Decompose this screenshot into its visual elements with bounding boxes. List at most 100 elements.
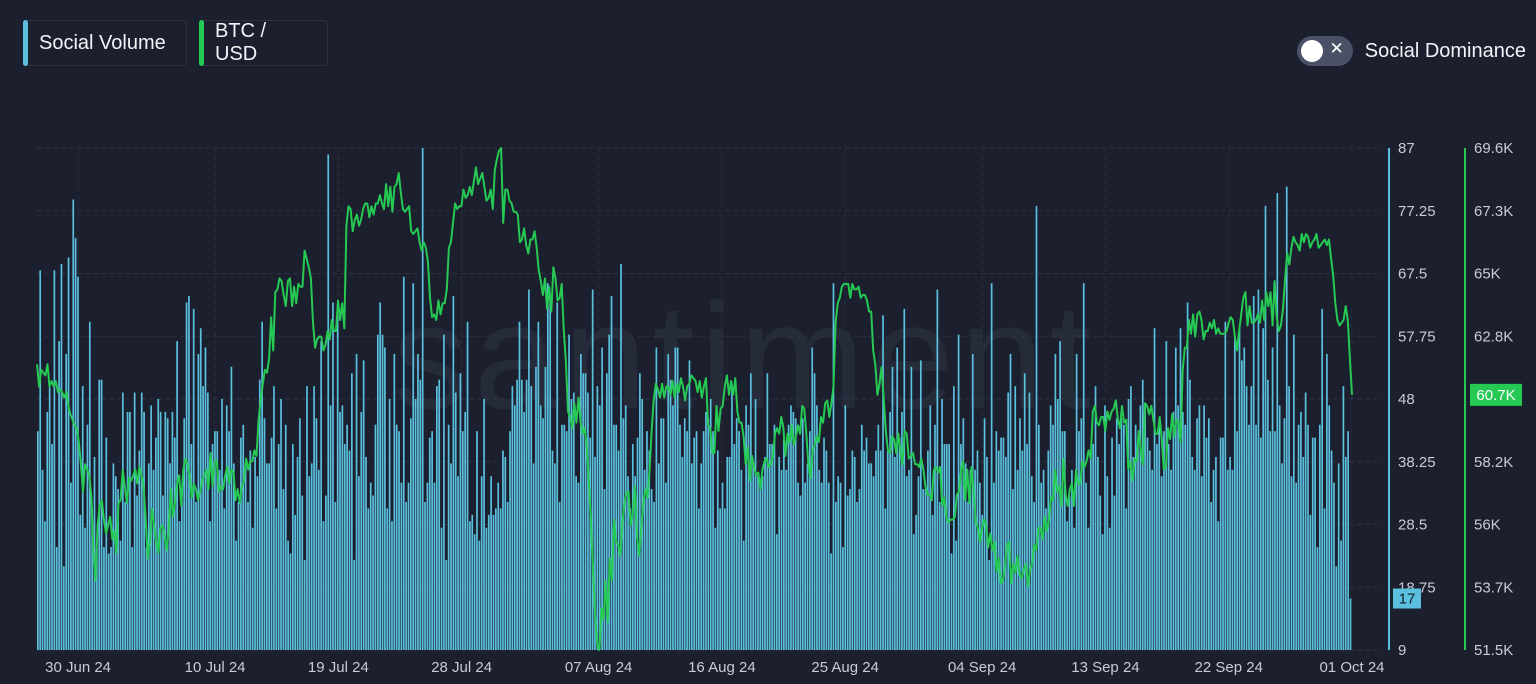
social-volume-bar	[280, 399, 282, 650]
social-volume-bar	[242, 424, 245, 650]
social-volume-bar	[443, 334, 445, 650]
social-dominance-control: ✕ Social Dominance	[1296, 34, 1526, 68]
btc-usd-line	[36, 147, 1353, 651]
social-volume-tick: 28.5	[1398, 517, 1427, 534]
social-volume-bar	[971, 353, 974, 650]
social-volume-bar	[1141, 379, 1144, 650]
social-volume-bar	[414, 399, 417, 650]
social-volume-bar	[483, 399, 485, 650]
social-volume-bar	[1148, 450, 1151, 650]
social-volume-bar	[369, 482, 372, 650]
social-volume-bar	[100, 379, 103, 650]
social-volume-bar	[872, 476, 875, 650]
social-volume-bar	[195, 501, 197, 650]
social-volume-bar	[1250, 386, 1253, 650]
btc-usd-tick: 67.3K	[1474, 203, 1513, 220]
social-volume-bar	[1328, 405, 1331, 650]
social-volume-bar	[742, 540, 745, 650]
social-volume-bar	[53, 270, 56, 650]
social-volume-bar	[447, 424, 450, 650]
social-volume-bar	[84, 527, 86, 650]
social-volume-bar	[105, 437, 108, 650]
social-volume-bar	[164, 411, 167, 650]
social-volume-bar	[1207, 418, 1210, 650]
social-volume-bar	[778, 456, 781, 650]
social-volume-bar	[287, 540, 289, 650]
social-volume-bar	[901, 411, 903, 650]
social-volume-bar	[1174, 347, 1177, 650]
social-volume-bar	[594, 456, 596, 650]
social-volume-bar	[1113, 495, 1116, 650]
social-volume-bar	[457, 476, 459, 650]
social-volume-bar	[495, 508, 497, 650]
social-volume-bar	[542, 418, 544, 650]
social-volume-bar	[124, 501, 127, 650]
social-volume-bar	[81, 386, 84, 650]
social-volume-bar	[221, 399, 223, 650]
social-volume-bar	[440, 527, 443, 650]
social-volume-bar	[539, 405, 542, 650]
social-volume-bar	[339, 411, 341, 650]
social-volume-bar	[922, 489, 925, 650]
social-volume-bar	[37, 431, 39, 650]
social-volume-bar	[528, 289, 530, 650]
social-volume-tick: 57.75	[1398, 328, 1436, 345]
social-volume-bar	[1255, 424, 1257, 650]
social-volume-bar	[603, 489, 606, 650]
social-volume-bar	[523, 411, 526, 650]
social-volume-bar	[938, 501, 941, 650]
social-volume-bar	[870, 463, 873, 650]
social-volume-bar	[679, 424, 681, 650]
social-volume-bar	[657, 463, 660, 650]
social-volume-bar	[813, 373, 816, 650]
social-dominance-toggle[interactable]: ✕	[1296, 36, 1353, 66]
social-volume-bar	[1252, 296, 1255, 650]
social-volume-bar	[506, 501, 509, 650]
legend-color-bar	[23, 20, 28, 66]
social-volume-bar	[1295, 482, 1298, 650]
social-volume-bar	[1009, 353, 1012, 650]
btc-usd-tick: 51.5K	[1474, 642, 1513, 659]
social-volume-bar	[1283, 418, 1286, 650]
btc-usd-tick: 62.8K	[1474, 328, 1513, 345]
social-volume-bar	[308, 476, 311, 650]
social-volume-bar	[801, 418, 804, 650]
social-volume-bar	[818, 469, 821, 650]
legend-item-btc-usd[interactable]: BTC / USD	[199, 20, 328, 66]
social-volume-bar	[780, 469, 783, 650]
social-volume-bar	[1092, 444, 1095, 650]
social-volume-bar	[346, 424, 348, 650]
social-volume-bar	[1118, 444, 1120, 650]
social-volume-bar	[797, 482, 799, 650]
social-volume-bar	[1224, 321, 1227, 650]
social-volume-bar	[584, 373, 587, 650]
social-volume-bar	[863, 450, 865, 650]
social-volume-bar	[700, 463, 703, 650]
social-volume-bar	[1014, 386, 1017, 650]
social-volume-bar	[185, 302, 188, 650]
social-volume-bar	[1340, 540, 1342, 650]
social-volume-bar	[112, 463, 115, 650]
social-volume-bar	[1342, 386, 1345, 650]
social-volume-bar	[943, 444, 946, 650]
social-volume-bar	[1288, 386, 1290, 650]
social-volume-bar	[525, 379, 528, 650]
social-volume-bar	[1035, 205, 1038, 651]
social-volume-bar	[929, 405, 932, 650]
social-volume-bar	[879, 450, 882, 650]
social-volume-bar	[627, 476, 629, 650]
social-volume-bar	[724, 508, 726, 650]
social-volume-bar	[114, 476, 117, 650]
social-volume-bar	[768, 444, 771, 650]
social-volume-bar	[277, 444, 280, 650]
social-volume-bar	[589, 437, 592, 650]
social-volume-bar	[258, 379, 261, 650]
social-volume-bar	[398, 431, 400, 650]
legend-item-social-volume[interactable]: Social Volume	[23, 20, 187, 66]
social-volume-bar	[1281, 463, 1283, 650]
social-volume-bar	[690, 463, 693, 650]
social-volume-bar	[983, 418, 986, 650]
social-volume-bar	[473, 534, 476, 650]
social-volume-bar	[268, 463, 271, 650]
social-volume-bar	[487, 514, 490, 650]
